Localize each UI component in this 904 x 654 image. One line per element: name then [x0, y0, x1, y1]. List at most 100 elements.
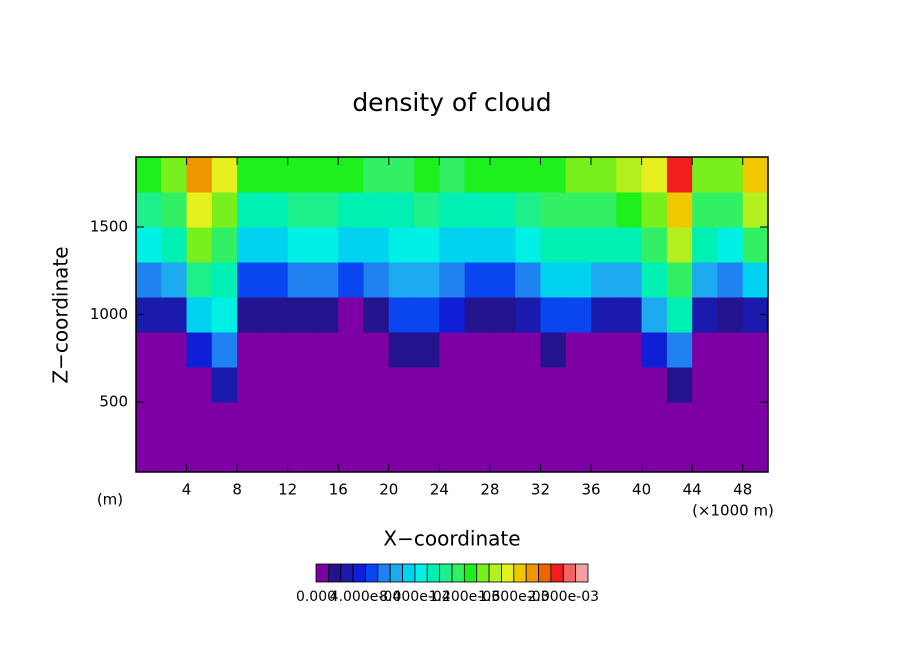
colorbar-box — [463, 563, 478, 583]
contour-cell — [666, 367, 693, 403]
contour-cell — [540, 332, 567, 368]
contour-cell — [565, 227, 592, 263]
contour-cell — [666, 437, 693, 472]
x-tick-label: 32 — [531, 481, 550, 499]
contour-cell — [616, 262, 643, 298]
y-tick-label: 1500 — [90, 218, 128, 236]
contour-cell — [287, 332, 314, 368]
contour-cell — [742, 227, 768, 263]
colorbar-box — [575, 563, 589, 583]
contour-cell — [338, 332, 365, 368]
contour-cell — [211, 437, 238, 472]
contour-cell — [717, 437, 744, 472]
colorbar-box — [426, 563, 441, 583]
contour-cell — [666, 227, 693, 263]
contour-cell — [338, 262, 365, 298]
contour-cell — [464, 332, 491, 368]
contour-cell — [414, 157, 440, 193]
contour-cell — [262, 297, 289, 333]
contour-cell — [161, 227, 188, 263]
contour-cell — [641, 332, 668, 368]
contour-cell — [641, 402, 668, 438]
contour-cell — [363, 262, 390, 298]
contour-cell — [237, 157, 263, 193]
contour-cell — [742, 157, 768, 193]
contour-cell — [641, 297, 668, 333]
contour-cell — [414, 437, 440, 472]
colorbar-box — [377, 563, 391, 583]
contour-cell — [439, 227, 466, 263]
contour-cell — [515, 227, 541, 263]
contour-cell — [591, 157, 617, 193]
contour-cell — [388, 262, 415, 298]
contour-cell — [338, 297, 365, 333]
contour-cell — [237, 437, 263, 472]
contour-cell — [464, 367, 491, 403]
contour-cell — [312, 192, 339, 228]
colorbar-box — [439, 563, 453, 583]
contour-cell — [591, 192, 617, 228]
contour-cell — [464, 437, 491, 472]
y-axis-label: Z−coordinate — [49, 246, 73, 383]
contour-cell — [237, 262, 263, 298]
contour-cell — [464, 192, 491, 228]
contour-cell — [515, 262, 541, 298]
contour-cell — [692, 227, 718, 263]
x-tick-label: 48 — [733, 481, 752, 499]
contour-cell — [717, 262, 744, 298]
contour-cell — [262, 367, 289, 403]
contour-cell — [616, 437, 643, 472]
contour-cell — [363, 402, 390, 438]
contour-cell — [161, 297, 188, 333]
contour-cell — [161, 157, 188, 193]
contour-cell — [338, 437, 365, 472]
contour-cell — [312, 402, 339, 438]
contour-cell — [591, 262, 617, 298]
contour-cell — [540, 297, 567, 333]
contour-cell — [136, 367, 162, 403]
contour-cell — [414, 332, 440, 368]
contour-cell — [287, 437, 314, 472]
contour-cell — [464, 227, 491, 263]
contour-cell — [439, 297, 466, 333]
contour-cell — [312, 437, 339, 472]
contour-cell — [489, 227, 516, 263]
contour-cell — [489, 262, 516, 298]
contour-cell — [742, 367, 768, 403]
contour-cell — [439, 332, 466, 368]
contour-cell — [489, 367, 516, 403]
contour-cell — [616, 192, 643, 228]
contour-cell — [211, 192, 238, 228]
contour-cell — [312, 227, 339, 263]
contour-field — [136, 157, 768, 472]
contour-cell — [717, 332, 744, 368]
contour-cell — [515, 332, 541, 368]
colorbar-label: 0.000 — [296, 589, 336, 605]
contour-cell — [136, 437, 162, 472]
contour-cell — [237, 192, 263, 228]
contour-cell — [136, 402, 162, 438]
colorbar-label: 4.000e-04 — [330, 589, 402, 605]
contour-cell — [616, 157, 643, 193]
contour-cell — [186, 227, 213, 263]
contour-cell — [186, 367, 213, 403]
contour-cell — [363, 367, 390, 403]
contour-cell — [565, 157, 592, 193]
contour-cell — [388, 437, 415, 472]
contour-cell — [363, 192, 390, 228]
contour-cell — [591, 332, 617, 368]
contour-cell — [540, 227, 567, 263]
contour-cell — [515, 402, 541, 438]
colorbar-box — [414, 563, 428, 583]
contour-cell — [692, 437, 718, 472]
contour-cell — [287, 157, 314, 193]
contour-cell — [641, 367, 668, 403]
contour-cell — [464, 157, 491, 193]
x-tick-label: 8 — [232, 481, 242, 499]
contour-cell — [439, 192, 466, 228]
contour-cell — [489, 192, 516, 228]
contour-cell — [363, 227, 390, 263]
contour-cell — [692, 192, 718, 228]
contour-cell — [591, 367, 617, 403]
contour-cell — [489, 297, 516, 333]
